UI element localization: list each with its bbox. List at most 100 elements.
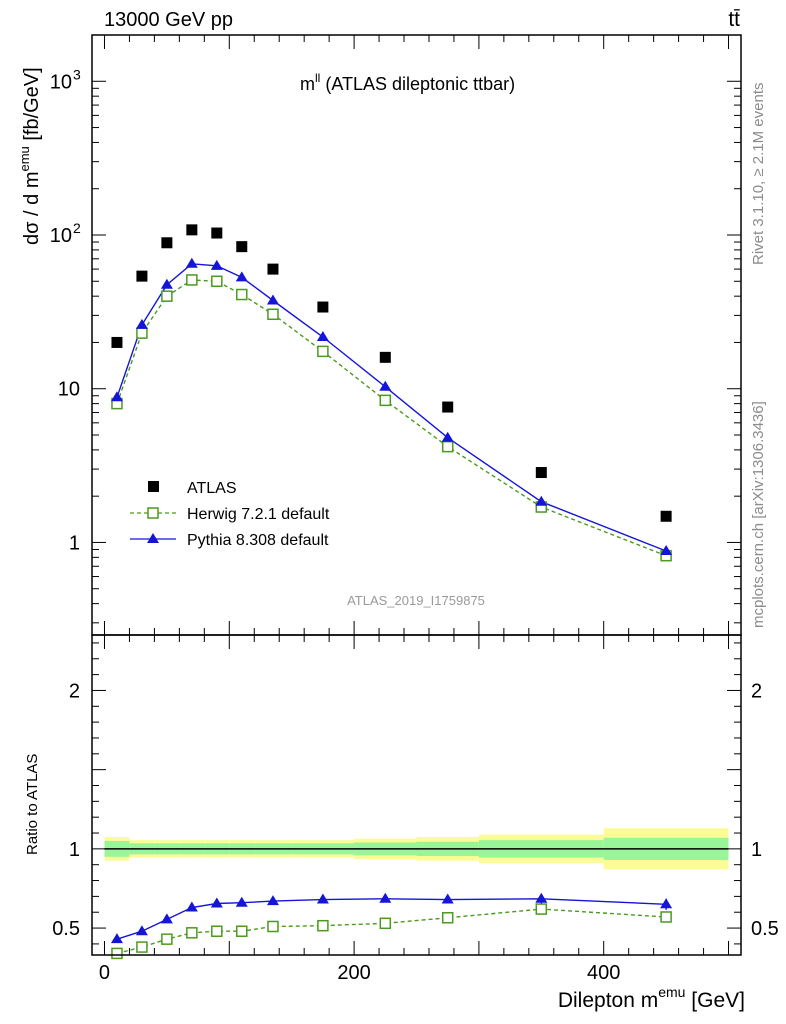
pythia-point xyxy=(660,544,673,555)
rivet-label: Rivet 3.1.10, ≥ 2.1M events xyxy=(750,83,767,266)
pythia-point xyxy=(160,278,173,289)
legend: ATLAS Herwig 7.2.1 default Pythia 8.308 … xyxy=(130,480,330,549)
y-tick-label: 10 xyxy=(50,71,72,93)
herwig-ratio-point xyxy=(441,912,454,924)
process-label: tt̄ xyxy=(728,8,740,31)
pythia-ratio-point xyxy=(135,925,148,936)
ratio-y-tick-label: 1 xyxy=(69,839,80,861)
herwig-ratio-point xyxy=(136,941,148,953)
pythia-ratio-point xyxy=(235,896,248,907)
x-axis-label-main: Dilepton m xyxy=(558,989,658,1012)
y-axis-label-unit: [fb/GeV] xyxy=(21,67,43,146)
chart-title-main: m xyxy=(300,74,315,94)
pythia-ratio-point xyxy=(316,893,329,904)
atlas-point xyxy=(236,241,248,253)
herwig-line xyxy=(116,279,667,557)
legend-atlas-marker xyxy=(148,481,159,492)
pythia-ratio-point xyxy=(660,898,673,909)
herwig-ratio-point xyxy=(236,925,248,937)
pythia-point xyxy=(235,271,248,282)
pythia-ratio-point xyxy=(266,895,279,906)
atlas-point xyxy=(136,270,148,282)
pythia-point xyxy=(210,259,223,270)
y-tick-label: 10 xyxy=(50,225,72,247)
pythia-ratio-point xyxy=(210,897,223,908)
herwig-point xyxy=(186,274,198,286)
pythia-point xyxy=(110,391,123,402)
x-axis-label-unit: [GeV] xyxy=(685,989,745,1012)
herwig-ratio-point xyxy=(111,947,123,960)
series-markers xyxy=(110,224,673,960)
ratio-y-tick-label: 2 xyxy=(69,680,80,702)
ratio-y-axis-label: Ratio to ATLAS xyxy=(24,754,41,855)
pythia-ratio-point xyxy=(535,892,548,903)
pythia-point xyxy=(379,380,392,391)
y-tick-label: 10 xyxy=(58,379,80,401)
chart-title: mll (ATLAS dileptonic ttbar) xyxy=(300,71,515,94)
ratio-panel-frame xyxy=(91,634,742,956)
ratio-y-tick-label-right: 2 xyxy=(751,680,762,702)
herwig-ratio-line xyxy=(116,908,667,955)
pythia-point xyxy=(441,431,454,442)
mcplots-label: mcplots.cern.ch [arXiv:1306.3436] xyxy=(750,401,767,628)
ratio-y-tick-label-right: 0.5 xyxy=(751,918,779,940)
atlas-point xyxy=(186,224,198,236)
legend-herwig-marker xyxy=(147,507,159,519)
herwig-ratio-point xyxy=(211,925,223,937)
chart-title-rest: (ATLAS dileptonic ttbar) xyxy=(320,74,515,94)
x-tick-label: 400 xyxy=(587,962,620,984)
herwig-point xyxy=(379,394,392,407)
ratio-y-tick-label-right: 1 xyxy=(751,839,762,861)
atlas-point xyxy=(442,401,454,413)
herwig-ratio-point xyxy=(267,920,279,933)
herwig-point xyxy=(267,308,279,321)
herwig-point xyxy=(161,290,173,302)
y-axis-label-main: dσ / d m xyxy=(21,172,43,245)
pythia-ratio-point xyxy=(110,933,123,944)
herwig-ratio-point xyxy=(535,903,548,915)
herwig-point xyxy=(441,440,454,453)
y-tick-label: 1 xyxy=(69,532,80,554)
pythia-point xyxy=(266,294,279,305)
y-axis-label: dσ / d memu [fb/GeV] xyxy=(17,67,43,245)
herwig-point xyxy=(211,275,223,288)
herwig-ratio-point xyxy=(379,917,392,930)
legend-herwig-label: Herwig 7.2.1 default xyxy=(187,506,330,523)
pythia-ratio-point xyxy=(185,901,198,912)
atlas-point xyxy=(211,227,223,239)
x-axis-label-sup: emu xyxy=(658,984,685,1000)
herwig-ratio-point xyxy=(317,919,329,932)
pythia-point xyxy=(316,331,329,342)
atlas-point xyxy=(267,263,279,275)
herwig-point xyxy=(236,288,248,301)
pythia-point xyxy=(135,318,148,329)
pythia-ratio-point xyxy=(379,892,392,903)
chart-title-sup: ll xyxy=(315,71,320,85)
ratio-uncertainty-bands xyxy=(104,828,729,870)
ratio-y-tick-label: 0.5 xyxy=(52,918,80,940)
atlas-point xyxy=(379,351,391,363)
pythia-point xyxy=(535,495,548,506)
pythia-point xyxy=(185,257,198,268)
atlas-point xyxy=(535,467,547,479)
herwig-ratio-point xyxy=(186,927,198,939)
atlas-point xyxy=(317,301,329,313)
herwig-ratio-point xyxy=(660,911,672,923)
pythia-ratio-point xyxy=(160,913,173,924)
pythia-ratio-line xyxy=(116,898,667,940)
y-tick-label-exponent: 2 xyxy=(73,220,81,236)
herwig-ratio-point xyxy=(161,933,173,945)
legend-pythia-label: Pythia 8.308 default xyxy=(187,532,329,549)
analysis-watermark: ATLAS_2019_I1759875 xyxy=(347,593,485,608)
energy-label: 13000 GeV pp xyxy=(104,9,233,31)
x-axis-label: Dilepton memu [GeV] xyxy=(558,984,745,1012)
y-tick-label-exponent: 3 xyxy=(73,66,81,82)
x-tick-label: 0 xyxy=(99,962,110,984)
legend-atlas-label: ATLAS xyxy=(187,480,237,497)
x-tick-label: 200 xyxy=(337,962,370,984)
atlas-point xyxy=(111,336,123,348)
pythia-ratio-point xyxy=(441,893,454,904)
atlas-point xyxy=(660,510,672,522)
